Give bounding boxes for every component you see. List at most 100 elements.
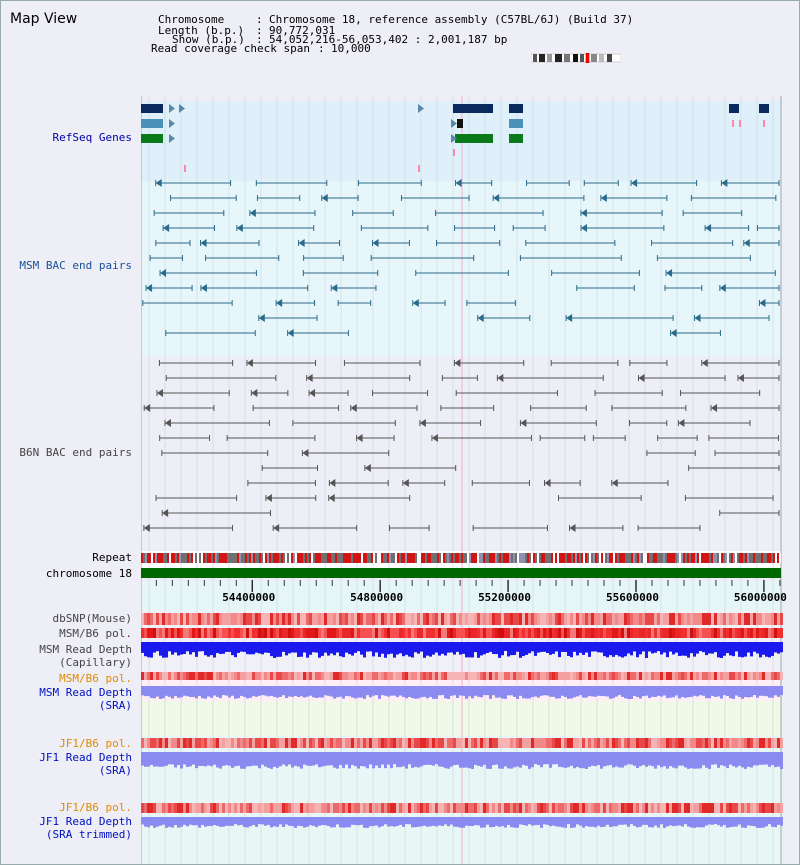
msm-depth-capillary-bar (525, 642, 528, 655)
jf1-depth-sra-bar (453, 752, 456, 766)
jf1-depth-trim-bar (324, 817, 327, 826)
msm-b6-pol-cell (375, 628, 378, 638)
msm-b6-pol-cell (555, 628, 558, 638)
msm-depth-sra-bar (180, 686, 183, 698)
jf1-b6-pol-trim-cell (375, 803, 378, 813)
dbsnp-cell (486, 613, 489, 625)
msm-b6-pol-cell (678, 628, 681, 638)
jf1-b6-pol-cell (504, 738, 507, 748)
msm-b6-pol-cell (189, 628, 192, 638)
track-label-jf1-depth-trim-sub: (SRA trimmed) (45, 828, 132, 841)
msm-b6-pol-sra-cell (273, 672, 276, 680)
repeat-block (439, 553, 441, 563)
jf1-depth-trim-bar (417, 817, 420, 827)
jf1-b6-pol-trim-cell (480, 803, 483, 813)
repeat-block (287, 553, 289, 563)
msm-depth-sra-bar (411, 686, 414, 699)
track-label-repeat: Repeat (92, 551, 132, 564)
msm-depth-capillary-bar (303, 642, 306, 653)
jf1-b6-pol-cell (327, 738, 330, 748)
msm-b6-pol-sra-cell (159, 672, 162, 680)
msm-depth-sra-bar (750, 686, 753, 697)
msm-depth-sra-bar (339, 686, 342, 697)
refseq-gene-arrow (451, 119, 457, 128)
msm-b6-pol-sra-cell (207, 672, 210, 680)
repeat-block (335, 553, 337, 563)
jf1-b6-pol-cell (339, 738, 342, 748)
jf1-depth-sra-bar (603, 752, 606, 767)
jf1-b6-pol-cell (759, 738, 762, 748)
msm-depth-capillary-bar (318, 642, 321, 658)
repeat-block (681, 553, 683, 563)
msm-depth-capillary-bar (330, 642, 333, 654)
msm-b6-pol-cell (240, 628, 243, 638)
jf1-depth-trim-bar (687, 817, 690, 827)
jf1-b6-pol-trim-cell (219, 803, 222, 813)
msm-depth-capillary-bar (732, 642, 735, 657)
dbsnp-cell (732, 613, 735, 625)
msm-b6-pol-cell (510, 628, 513, 638)
repeat-block (589, 553, 591, 563)
msm-b6-pol-cell (303, 628, 306, 638)
jf1-b6-pol-trim-cell (432, 803, 435, 813)
msm-depth-capillary-bar (390, 642, 393, 654)
repeat-block (643, 553, 645, 563)
msm-b6-pol-cell (306, 628, 309, 638)
msm-b6-pol-sra-cell (351, 672, 354, 680)
chromosome-ideogram[interactable] (531, 53, 621, 63)
msm-b6-pol-sra-cell (729, 672, 732, 680)
repeat-block (545, 553, 547, 563)
msm-depth-sra-bar (219, 686, 222, 699)
repeat-block (611, 553, 613, 563)
jf1-b6-pol-trim-cell (168, 803, 171, 813)
msm-depth-capillary-bar (486, 642, 489, 653)
jf1-b6-pol-cell (156, 738, 159, 748)
jf1-depth-trim-bar (594, 817, 597, 828)
msm-b6-pol-cell (387, 628, 390, 638)
msm-b6-pol-cell (477, 628, 480, 638)
repeat-block (169, 553, 171, 563)
msm-b6-pol-sra-cell (459, 672, 462, 680)
dbsnp-cell (714, 613, 717, 625)
dbsnp-cell (702, 613, 705, 625)
jf1-depth-trim-bar (141, 817, 144, 825)
jf1-b6-pol-cell (615, 738, 618, 748)
msm-b6-pol-cell (708, 628, 711, 638)
msm-b6-pol-cell (690, 628, 693, 638)
msm-depth-sra-bar (660, 686, 663, 697)
jf1-depth-trim-bar (153, 817, 156, 828)
dbsnp-cell (207, 613, 210, 625)
jf1-depth-sra-bar (396, 752, 399, 768)
msm-b6-pol-sra-cell (681, 672, 684, 680)
msm-b6-pol-cell (366, 628, 369, 638)
dbsnp-cell (573, 613, 576, 625)
msm-b6-pol-cell (300, 628, 303, 638)
dbsnp-cell (708, 613, 711, 625)
msm-depth-capillary-bar (726, 642, 729, 654)
jf1-b6-pol-cell (501, 738, 504, 748)
dbsnp-cell (687, 613, 690, 625)
jf1-depth-sra-bar (351, 752, 354, 765)
msm-depth-sra-bar (612, 686, 615, 699)
dbsnp-cell (690, 613, 693, 625)
jf1-depth-sra-bar (375, 752, 378, 766)
msm-b6-pol-sra-cell (522, 672, 525, 680)
msm-depth-capillary-bar (360, 642, 363, 655)
msm-b6-pol-cell (492, 628, 495, 638)
jf1-b6-pol-cell (459, 738, 462, 748)
msm-b6-pol-sra-cell (528, 672, 531, 680)
msm-depth-sra-bar (702, 686, 705, 696)
genome-browser-plot[interactable]: 54400000 54800000 55200000 55600000 56000000 (141, 96, 800, 865)
msm-depth-capillary-bar (729, 642, 732, 656)
msm-depth-capillary-bar (534, 642, 537, 656)
jf1-depth-sra-bar (486, 752, 489, 769)
jf1-b6-pol-trim-cell (699, 803, 702, 813)
dbsnp-cell (438, 613, 441, 625)
msm-depth-capillary-bar (435, 642, 438, 653)
repeat-block (657, 553, 659, 563)
jf1-b6-pol-trim-cell (396, 803, 399, 813)
msm-b6-pol-sra-cell (660, 672, 663, 680)
jf1-b6-pol-cell (222, 738, 225, 748)
jf1-b6-pol-cell (567, 738, 570, 748)
jf1-b6-pol-trim-cell (201, 803, 204, 813)
